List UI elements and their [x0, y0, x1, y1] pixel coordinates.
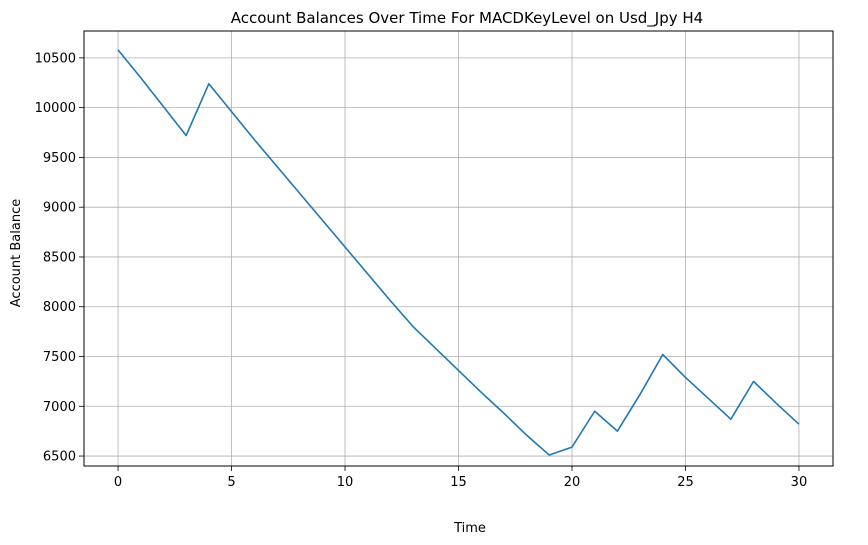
y-tick-label: 10500: [35, 51, 76, 66]
y-tick-label: 9500: [43, 151, 76, 166]
grid: [84, 31, 833, 466]
series-line: [117, 49, 800, 456]
x-tick-label: 5: [227, 475, 235, 490]
y-axis-label: Account Balance: [9, 199, 24, 307]
x-tick-label: 25: [677, 475, 694, 490]
plot-frame: [83, 30, 834, 467]
x-tick-label: 20: [564, 475, 581, 490]
x-tick-label: 15: [450, 475, 467, 490]
y-tick-label: 8000: [43, 300, 76, 315]
y-tick-label: 9000: [43, 201, 76, 216]
x-tick-label: 0: [114, 475, 122, 490]
x-axis-label: Time: [453, 521, 486, 536]
y-tick-label: 6500: [43, 450, 76, 465]
ticks: 0 5 10 15 20 25 30 6500 7000 7500 8000 8500 9000 9500…: [35, 51, 808, 490]
y-tick-label: 10000: [35, 101, 76, 116]
series-layer: [117, 49, 800, 456]
chart-title: Account Balances Over Time For MACDKeyLe…: [231, 9, 703, 28]
y-tick-label: 7500: [43, 350, 76, 365]
x-tick-label: 10: [337, 475, 354, 490]
x-tick-label: 30: [791, 475, 808, 490]
y-tick-label: 7000: [43, 400, 76, 415]
y-tick-label: 8500: [43, 250, 76, 265]
